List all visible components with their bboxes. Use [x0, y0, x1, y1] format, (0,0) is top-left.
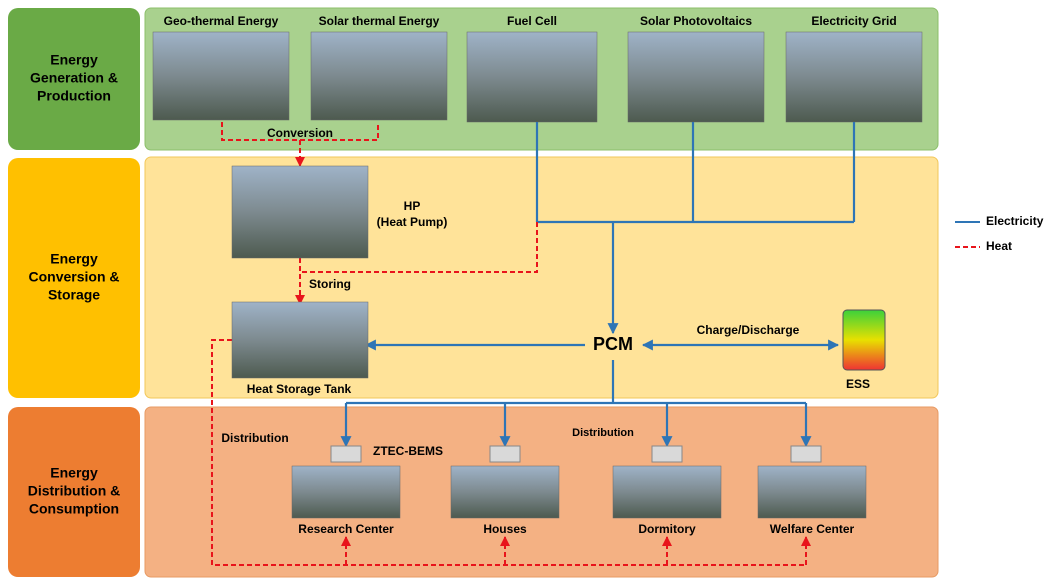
row-label: Production [37, 88, 111, 104]
heat-storage-tank-label: Heat Storage Tank [247, 382, 352, 396]
distribution-label: Distribution [572, 427, 634, 439]
storing-label: Storing [309, 277, 351, 291]
row-label-box [8, 158, 140, 398]
bems-device [651, 445, 683, 463]
charge-discharge-label: Charge/Discharge [697, 323, 800, 337]
row-label: Generation & [30, 70, 118, 86]
source-photo [627, 31, 765, 123]
heat-line [211, 339, 806, 566]
consumer-label: Dormitory [638, 522, 696, 536]
consumer-photo [291, 465, 401, 519]
consumer-photo [757, 465, 867, 519]
row-label: Energy [50, 465, 98, 481]
source-photo [785, 31, 923, 123]
row-label-box [8, 8, 140, 150]
ess-label: ESS [846, 377, 870, 391]
bems-device [489, 445, 521, 463]
row-label: Distribution & [28, 483, 121, 499]
distribution-label: Distribution [221, 431, 288, 445]
source-photo [152, 31, 290, 121]
legend-label: Heat [986, 239, 1012, 253]
ess-icon [842, 309, 886, 371]
row-label: Energy [50, 52, 98, 68]
row-label: Consumption [29, 501, 119, 517]
heat-line [300, 222, 538, 273]
source-title: Solar Photovoltaics [640, 14, 752, 28]
bems-device [330, 445, 362, 463]
row-label: Energy [50, 251, 98, 267]
bems-label: ZTEC-BEMS [373, 444, 443, 458]
row-label: Conversion & [28, 269, 119, 285]
heat-pump-label: HP [404, 199, 421, 213]
bems-device [790, 445, 822, 463]
source-photo [310, 31, 448, 121]
row-label: Storage [48, 287, 100, 303]
electricity-line [535, 122, 856, 224]
source-title: Fuel Cell [507, 14, 557, 28]
consumer-photo [450, 465, 560, 519]
consumer-label: Research Center [298, 522, 394, 536]
heat-pump-photo [231, 165, 369, 259]
heat-storage-tank-photo [231, 301, 369, 379]
source-title: Solar thermal Energy [319, 14, 440, 28]
consumer-photo [612, 465, 722, 519]
consumer-label: Welfare Center [770, 522, 855, 536]
conversion-label: Conversion [267, 126, 333, 140]
heat-pump-label: (Heat Pump) [377, 215, 448, 229]
source-title: Geo-thermal Energy [164, 14, 279, 28]
consumer-label: Houses [483, 522, 527, 536]
source-title: Electricity Grid [811, 14, 896, 28]
legend-label: Electricity [986, 214, 1044, 228]
pcm-label: PCM [593, 334, 633, 354]
row-label-box [8, 407, 140, 577]
electricity-line [346, 360, 806, 405]
source-photo [466, 31, 598, 123]
